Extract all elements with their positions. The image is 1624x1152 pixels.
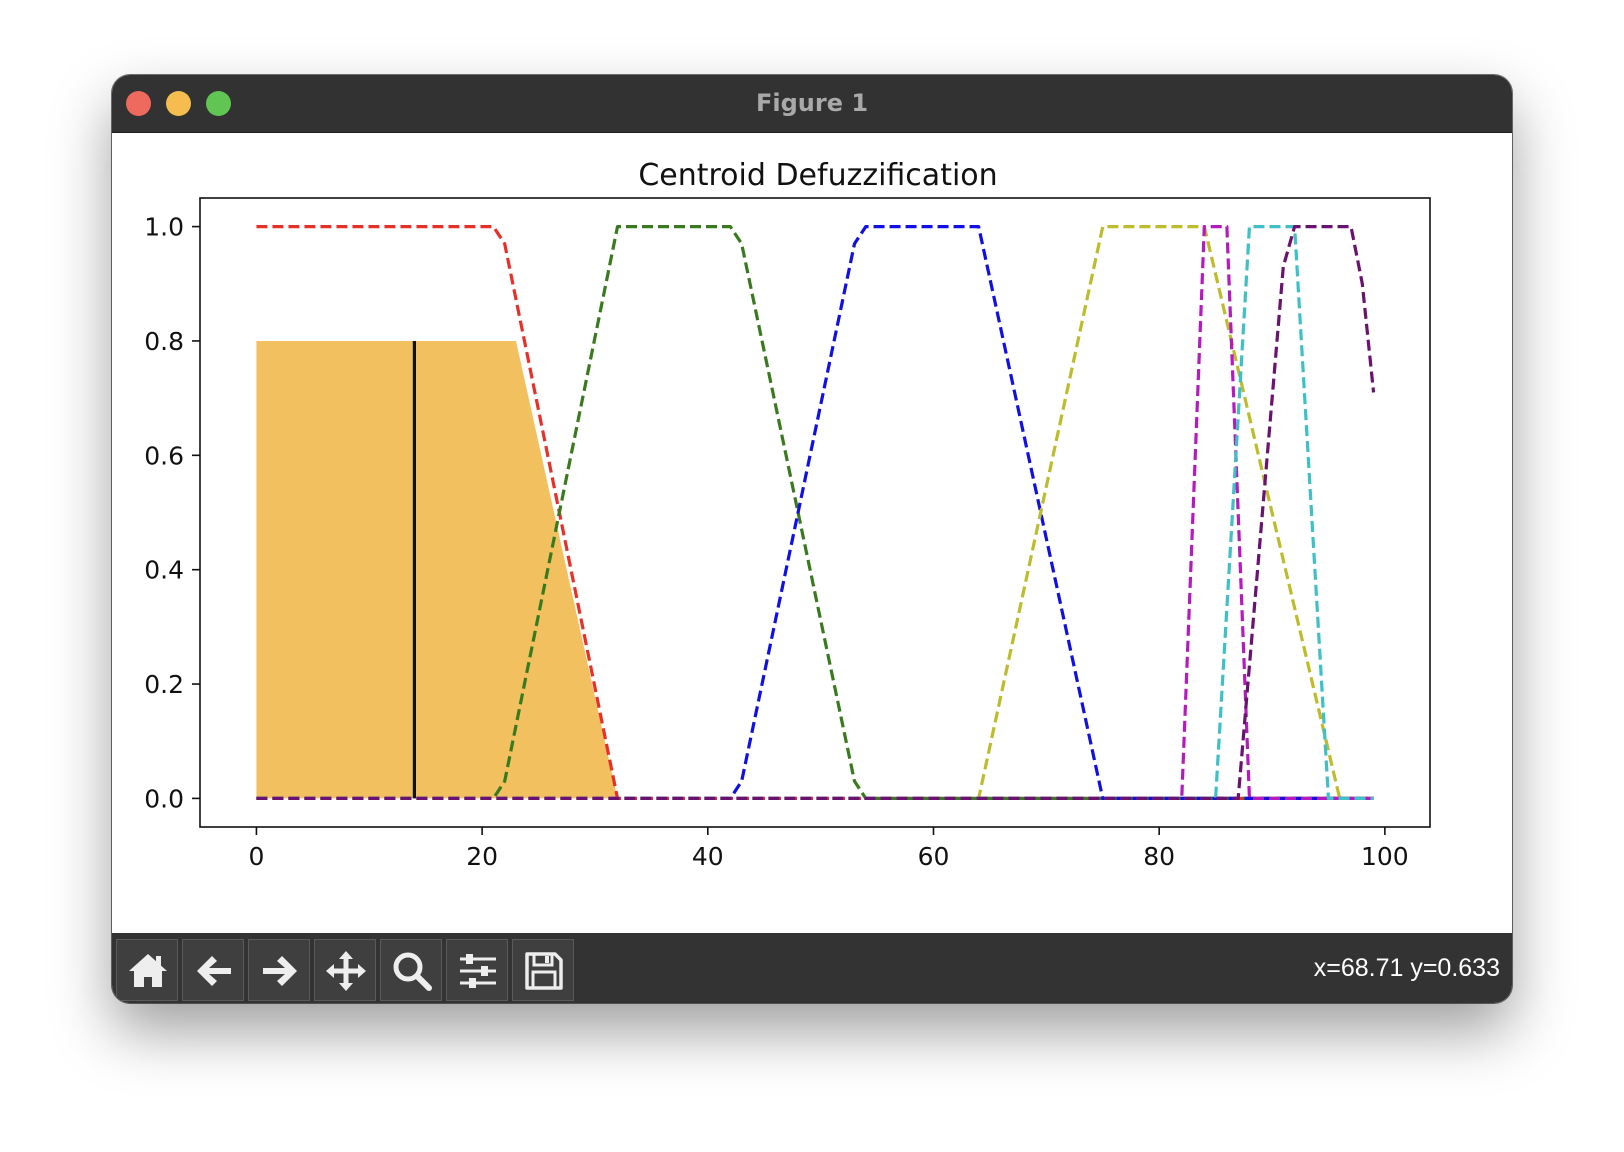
arrow-right-icon xyxy=(263,956,297,986)
minimize-window-button[interactable] xyxy=(166,91,191,116)
y-tick-label: 0.4 xyxy=(144,556,184,585)
maximize-window-button[interactable] xyxy=(206,91,231,116)
figure-window: Figure 1 Centroid Defuzzification 0 20 40 6… xyxy=(112,75,1512,1003)
move-icon xyxy=(326,951,366,991)
x-tick-label: 20 xyxy=(466,842,498,871)
x-tick-label: 60 xyxy=(918,842,950,871)
y-tick-label: 1.0 xyxy=(144,213,184,242)
x-tick-label: 100 xyxy=(1361,842,1409,871)
membership-line-6 xyxy=(256,224,1374,801)
x-tick-label: 0 xyxy=(248,842,264,871)
close-window-button[interactable] xyxy=(126,91,151,116)
back-button[interactable] xyxy=(182,939,244,1001)
y-tick-label: 0.6 xyxy=(144,441,184,470)
configure-subplots-button[interactable] xyxy=(446,939,508,1001)
zoom-button[interactable] xyxy=(380,939,442,1001)
membership-line-7 xyxy=(256,224,1376,801)
floppy-disk-icon xyxy=(525,952,563,990)
chart-title: Centroid Defuzzification xyxy=(638,158,997,193)
axes-frame xyxy=(199,197,1431,828)
membership-line-3 xyxy=(256,224,1374,801)
arrow-left-icon xyxy=(197,956,231,986)
aggregated-area xyxy=(256,340,618,799)
x-tick-label: 40 xyxy=(692,842,724,871)
save-button[interactable] xyxy=(512,939,574,1001)
home-icon xyxy=(129,954,167,987)
pan-button[interactable] xyxy=(314,939,376,1001)
y-tick-label: 0.8 xyxy=(144,327,184,356)
navigation-toolbar: x=68.71 y=0.633 xyxy=(112,933,1512,1003)
y-tick-label: 0.0 xyxy=(144,784,184,813)
sliders-icon xyxy=(460,954,496,988)
y-tick-label: 0.2 xyxy=(144,670,184,699)
title-bar[interactable]: Figure 1 xyxy=(112,75,1512,133)
chart: Centroid Defuzzification 0 20 40 60 80 100 0.0… xyxy=(144,158,1431,871)
magnifier-icon xyxy=(393,952,432,991)
figure-canvas[interactable]: Centroid Defuzzification 0 20 40 60 80 100 0.0… xyxy=(112,133,1512,933)
x-tick-label: 80 xyxy=(1143,842,1175,871)
forward-button[interactable] xyxy=(248,939,310,1001)
cursor-coordinates: x=68.71 y=0.633 xyxy=(1313,954,1500,982)
home-button[interactable] xyxy=(116,939,178,1001)
window-title: Figure 1 xyxy=(755,89,869,117)
membership-line-2 xyxy=(256,224,1374,801)
